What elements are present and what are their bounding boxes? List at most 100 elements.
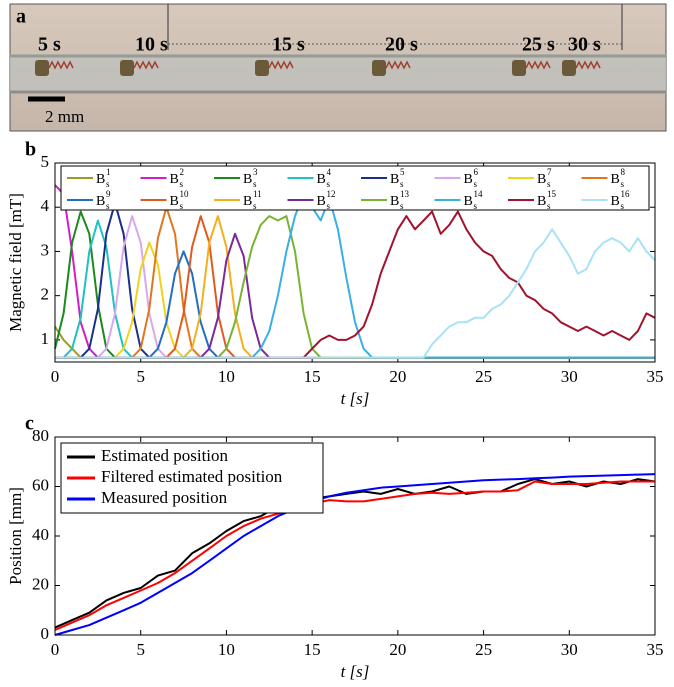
legend-label: B [537,194,546,209]
legend-label: s [547,179,551,189]
legend-label: s [180,179,184,189]
legend-label: s [106,201,110,211]
legend-label: 6 [474,167,479,177]
x-tick-label: 25 [475,640,492,659]
legend-label: 9 [106,189,111,199]
x-tick-label: 30 [561,640,578,659]
photo-panel: a 2 mm [9,3,667,132]
legend-label: B [464,172,473,187]
legend-label: 7 [547,167,552,177]
spring [48,60,74,70]
legend-label: 15 [547,189,557,199]
y-tick-label: 2 [41,285,50,304]
legend-label: 11 [253,189,262,199]
legend-box [60,442,324,514]
legend-label: s [106,179,110,189]
time-label: 15 s [272,34,305,56]
capsule [372,60,386,76]
legend-label: s [400,179,404,189]
legend-label: B [390,172,399,187]
spring [525,60,551,70]
legend-label: s [621,179,625,189]
series-line [54,480,655,631]
panel-label: c [25,413,34,435]
y-tick-label: 4 [41,196,50,215]
time-label: 30 s [568,34,601,56]
legend-label: s [327,201,331,211]
x-tick-label: 20 [389,367,406,386]
x-tick-label: 20 [389,640,406,659]
spring [385,60,411,70]
legend-label: 2 [180,167,185,177]
plot-frame [54,162,656,363]
y-axis-label: Position [mm] [6,487,25,585]
legend-label: B [243,172,252,187]
y-tick-label: 5 [41,152,50,171]
capsule [120,60,134,76]
x-tick-label: 25 [475,367,492,386]
series-line [55,250,655,359]
x-tick-label: 35 [647,367,664,386]
legend-label: s [400,201,404,211]
legend-label: Measured position [101,488,228,507]
x-tick-label: 5 [136,640,145,659]
legend-label: s [547,201,551,211]
time-label: 20 s [385,34,418,56]
time-label: 10 s [135,34,168,56]
legend-label: s [474,179,478,189]
plot-frame [54,436,656,636]
series-line [54,473,656,636]
panel-label: b [25,139,36,161]
legend-label: Estimated position [101,446,229,465]
series-line [55,232,655,359]
legend-label: B [243,194,252,209]
legend-label: B [96,194,105,209]
spring [575,60,601,70]
legend-label: B [317,172,326,187]
capsule [562,60,576,76]
panel-label: a [16,6,26,28]
x-axis-label: t [s] [341,662,370,681]
x-tick-label: 5 [136,367,145,386]
legend-label: s [180,201,184,211]
scale-label: 2 mm [45,107,84,126]
legend-label: 5 [400,167,405,177]
series-line [55,241,655,359]
legend-label: s [253,179,257,189]
legend-label: 14 [474,189,484,199]
y-tick-label: 20 [32,574,49,593]
legend-label: B [170,194,179,209]
y-tick-label: 3 [41,240,50,259]
legend-label: B [96,172,105,187]
time-label: 25 s [522,34,555,56]
y-tick-label: 80 [32,426,49,445]
legend-label: B [611,172,620,187]
legend-box [60,165,650,211]
y-tick-label: 40 [32,525,49,544]
legend-label: B [537,172,546,187]
legend-label: 8 [621,167,626,177]
legend-label: s [253,201,257,211]
y-tick-label: 0 [41,624,50,643]
legend-label: 10 [180,189,190,199]
y-axis-label: Magnetic field [mT] [6,193,25,332]
legend-label: B [464,194,473,209]
spring [268,60,294,70]
legend-label: B [390,194,399,209]
x-tick-label: 0 [51,640,60,659]
spring [133,60,159,70]
x-tick-label: 10 [218,640,235,659]
legend-label: s [327,179,331,189]
capsule [512,60,526,76]
legend-label: B [170,172,179,187]
x-tick-label: 15 [304,640,321,659]
legend-label: 12 [327,189,336,199]
tube [10,54,666,94]
legend-label: 16 [621,189,631,199]
y-tick-label: 1 [41,329,50,348]
capsule [35,60,49,76]
series-line [55,228,656,359]
legend-label: 13 [400,189,410,199]
time-label: 5 s [38,34,61,56]
